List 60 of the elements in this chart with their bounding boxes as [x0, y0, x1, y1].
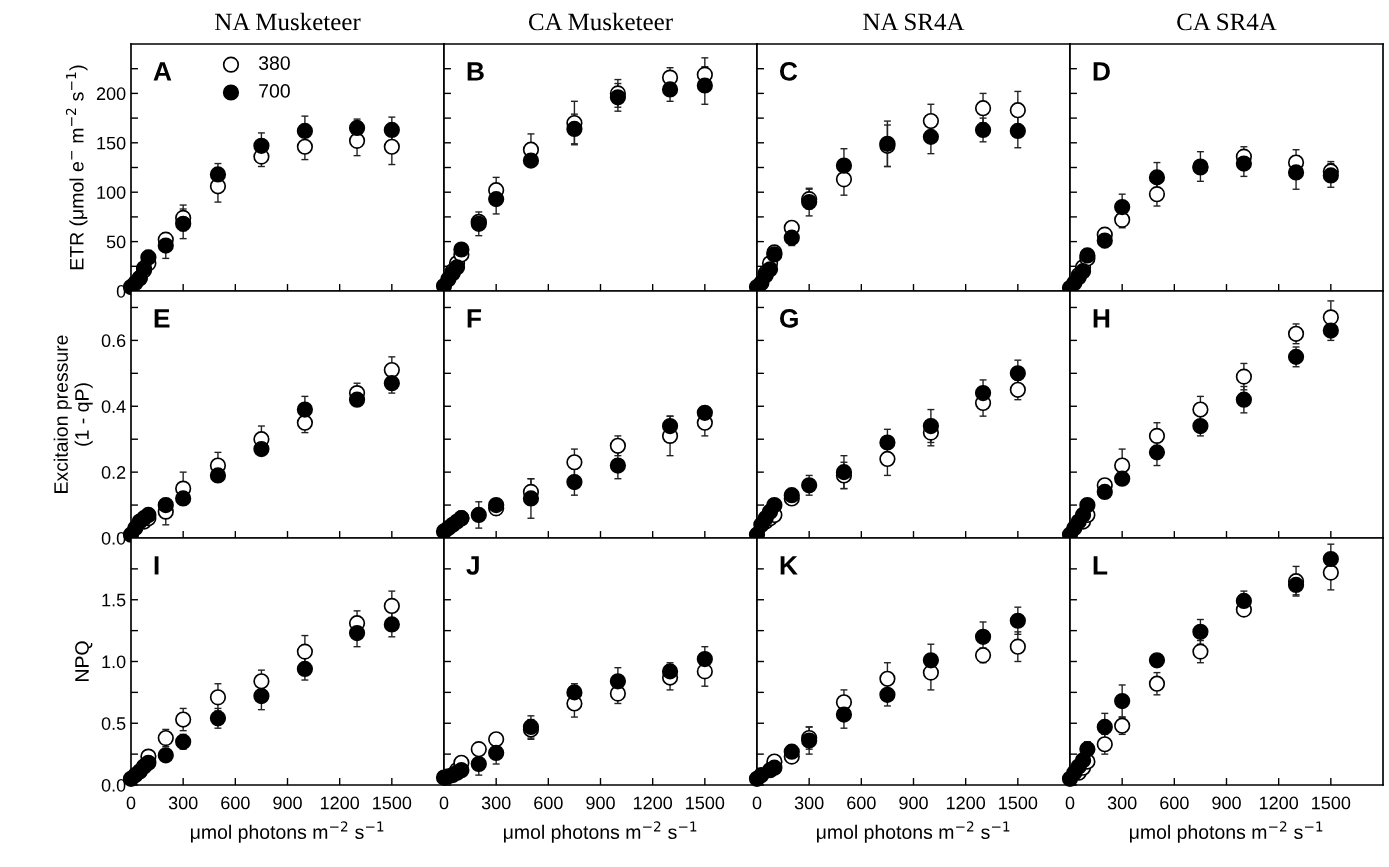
y-tick-label: 0.2: [101, 466, 126, 479]
annotation: K: [780, 556, 798, 575]
y-tick-label: 1.0: [102, 655, 126, 669]
annotation: D: [1093, 62, 1110, 81]
x-tick-label: 900: [899, 796, 928, 810]
x-tick-label: 0: [1065, 796, 1075, 810]
annotation: L: [1093, 556, 1108, 575]
annotation: C: [779, 62, 798, 81]
y-tick-label: 100: [97, 186, 126, 199]
x-tick-label: 0: [126, 796, 136, 810]
y-axis-title: NPQ: [75, 641, 93, 681]
x-tick-label: 900: [586, 796, 615, 810]
annotation: A: [153, 62, 172, 81]
x-axis-title: μmol photons m$^{−2}$ s$^{−1}$: [504, 821, 697, 843]
x-tick-label: 1200: [633, 796, 673, 810]
annotation: H: [1093, 309, 1110, 328]
x-tick-label: 300: [481, 796, 511, 810]
chart-title: NA SR4A: [863, 13, 965, 31]
annotation: G: [779, 309, 798, 328]
x-tick-label: 600: [221, 796, 250, 810]
x-tick-label: 1500: [999, 796, 1038, 810]
x-tick-label: 1500: [1312, 796, 1351, 810]
x-axis-title: μmol photons m$^{−2}$ s$^{−1}$: [1130, 821, 1323, 843]
annotation: I: [154, 556, 159, 575]
y-tick-label: 0.0: [101, 778, 126, 792]
x-tick-label: 900: [273, 796, 302, 810]
x-tick-label: 900: [1212, 796, 1241, 810]
y-axis-title: Excitaion pressure (1 - qP): [53, 335, 93, 493]
x-tick-label: 0: [752, 796, 762, 810]
chart-title: NA Musketeer: [214, 12, 361, 31]
x-tick-label: 1500: [686, 796, 725, 810]
x-tick-label: 1200: [320, 796, 360, 810]
x-tick-label: 0: [439, 796, 449, 810]
x-tick-label: 600: [847, 796, 876, 810]
x-tick-label: 1500: [373, 796, 412, 810]
annotation: B: [467, 62, 484, 81]
y-tick-label: 0.5: [101, 717, 126, 730]
y-tick-label: 0.6: [101, 334, 126, 348]
y-tick-label: 0.4: [101, 400, 126, 413]
chart-title: CA Musketeer: [528, 12, 673, 31]
y-tick-label: 200: [96, 87, 126, 101]
x-tick-label: 1200: [946, 796, 986, 810]
x-tick-label: 300: [794, 796, 824, 810]
x-tick-label: 300: [168, 796, 198, 810]
x-axis-title: μmol photons m$^{−2}$ s$^{−1}$: [817, 821, 1010, 843]
annotation: J: [466, 556, 479, 575]
legend-label: 700: [259, 84, 290, 98]
y-axis-title: ETR (μmol e$^{−}$ m$^{−2}$ s$^{−1}$): [65, 65, 88, 270]
y-tick-label: 150: [97, 136, 126, 150]
x-axis-title: μmol photons m$^{−2}$ s$^{−1}$: [191, 821, 384, 843]
x-tick-label: 600: [534, 796, 563, 810]
x-tick-label: 1200: [1259, 796, 1299, 810]
annotation: E: [154, 309, 170, 328]
x-tick-label: 300: [1107, 796, 1137, 810]
x-tick-label: 600: [1160, 796, 1189, 810]
annotation: F: [467, 309, 482, 328]
chart-title: CA SR4A: [1177, 13, 1277, 31]
y-tick-label: 1.5: [102, 593, 126, 607]
legend-label: 380: [258, 56, 290, 70]
y-tick-label: 50: [106, 235, 126, 249]
